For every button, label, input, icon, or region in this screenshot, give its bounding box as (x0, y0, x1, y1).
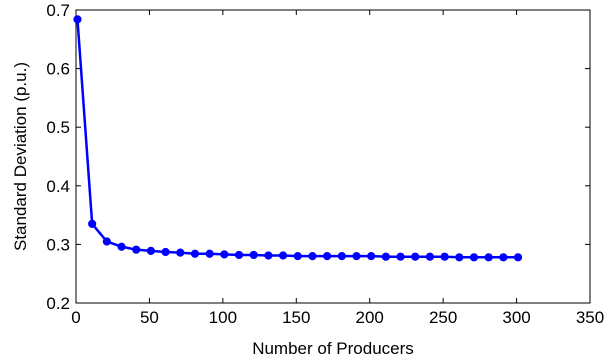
data-point (264, 251, 273, 260)
x-tick-label: 0 (71, 308, 80, 327)
data-point (220, 250, 229, 259)
data-point (337, 252, 346, 261)
tick-labels: 0 50 100 150 200 250 300 350 0.2 0.3 0.4 0.5 0.6 0.7 (46, 1, 604, 327)
data-point (425, 252, 435, 261)
data-point (293, 252, 302, 261)
data-point (484, 253, 493, 262)
data-point (102, 237, 111, 246)
y-tick-label: 0.7 (46, 1, 70, 20)
series-layer (73, 15, 523, 262)
data-point (499, 253, 508, 262)
data-point (411, 252, 420, 261)
data-point (440, 252, 449, 261)
plot-border (75, 9, 591, 304)
y-tick-label: 0.6 (46, 60, 70, 79)
data-point (73, 15, 82, 24)
data-point (367, 252, 376, 261)
data-point (132, 245, 141, 254)
data-point (190, 249, 200, 258)
y-tick-label: 0.2 (46, 294, 70, 313)
data-point (88, 219, 97, 228)
data-point (352, 252, 361, 261)
data-point (117, 242, 126, 251)
data-point (396, 252, 405, 261)
data-point (308, 252, 317, 261)
x-tick-label: 200 (356, 308, 384, 327)
data-point (176, 248, 185, 257)
data-point (323, 252, 332, 261)
data-point (249, 250, 258, 260)
data-point (381, 252, 390, 261)
x-tick-label: 300 (502, 308, 530, 327)
y-tick-label: 0.5 (46, 118, 70, 137)
data-point (513, 253, 523, 262)
plot-frame (75, 9, 591, 304)
x-tick-label: 50 (140, 308, 159, 327)
data-point (146, 246, 155, 255)
y-tick-label: 0.4 (46, 177, 70, 196)
x-tick-label: 250 (429, 308, 457, 327)
y-axis-title: Standard Deviation (p.u.) (11, 62, 30, 251)
series-line (76, 19, 519, 259)
data-point (278, 251, 288, 260)
y-tick-label: 0.3 (46, 235, 70, 254)
data-point (469, 253, 479, 262)
x-tick-label: 350 (576, 308, 604, 327)
data-point (455, 253, 464, 262)
axis-ticks (75, 9, 591, 304)
data-point (205, 249, 214, 258)
x-tick-label: 150 (282, 308, 310, 327)
data-point (161, 247, 170, 257)
data-point (234, 250, 244, 260)
x-axis-title: Number of Producers (252, 339, 414, 358)
x-tick-label: 100 (209, 308, 237, 327)
